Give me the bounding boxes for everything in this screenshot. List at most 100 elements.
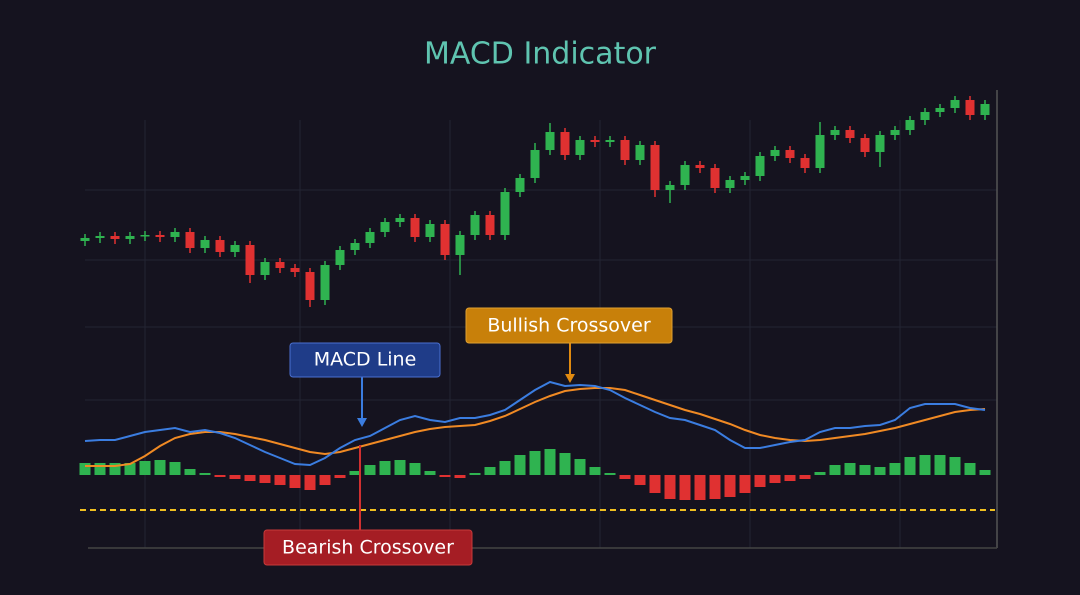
candle-body: [545, 132, 555, 150]
candle-body: [395, 218, 405, 222]
candle-body: [305, 272, 315, 300]
histogram-bar: [799, 475, 811, 479]
histogram-bar: [889, 463, 901, 475]
signal-line: [85, 387, 986, 467]
candle-body: [590, 140, 600, 142]
candle-body: [605, 140, 615, 142]
histogram-bar: [124, 463, 136, 475]
candle-body: [650, 145, 660, 190]
candle-body: [410, 218, 420, 237]
histogram-bar: [364, 465, 376, 475]
histogram-bar: [229, 475, 241, 479]
histogram-bar: [214, 475, 226, 477]
histogram-bar: [844, 463, 856, 475]
histogram-bar: [544, 449, 556, 475]
histogram-bar: [484, 467, 496, 475]
histogram-bar: [94, 463, 106, 475]
histogram-bar: [304, 475, 316, 490]
candle-body: [350, 243, 360, 250]
candle-body: [860, 138, 870, 152]
histogram-bar: [319, 475, 331, 485]
histogram-bar: [439, 475, 451, 477]
annotation: Bearish Crossover: [282, 537, 454, 559]
candle-body: [695, 165, 705, 168]
histogram-bar: [589, 467, 601, 475]
annotation: MACD Line: [314, 349, 417, 371]
candle-body: [755, 156, 765, 176]
candle-body: [665, 185, 675, 190]
histogram-bar: [919, 455, 931, 475]
histogram-bar: [964, 463, 976, 475]
histogram-bar: [379, 461, 391, 475]
candle-body: [455, 235, 465, 255]
histogram-bar: [979, 470, 991, 475]
histogram-bar: [874, 467, 886, 475]
histogram-bar: [829, 465, 841, 475]
histogram-bar: [139, 461, 151, 475]
histogram-bar: [694, 475, 706, 500]
candle-body: [275, 262, 285, 268]
candle-body: [920, 112, 930, 120]
histogram-bar: [184, 469, 196, 475]
histogram-bar: [499, 461, 511, 475]
candle-body: [170, 232, 180, 237]
candle-body: [290, 268, 300, 272]
candle-body: [725, 180, 735, 188]
candle-body: [530, 150, 540, 178]
histogram-bar: [394, 460, 406, 475]
histogram-bar: [79, 463, 91, 475]
candle-body: [950, 100, 960, 108]
annotations: MACD Line Bullish Crossover Bearish Cros…: [263, 307, 673, 566]
histogram-bar: [349, 471, 361, 475]
candle-body: [815, 135, 825, 168]
candle-body: [980, 104, 990, 115]
candle-body: [230, 245, 240, 252]
candle-body: [155, 235, 165, 237]
histogram-bar: [859, 465, 871, 475]
candle-body: [935, 108, 945, 112]
candle-body: [800, 158, 810, 168]
histogram-bar: [199, 473, 211, 475]
histogram-bar: [949, 457, 961, 475]
candle-body: [95, 236, 105, 238]
histogram-bar: [619, 475, 631, 479]
macd-line: [84, 380, 986, 467]
candle-body: [485, 215, 495, 235]
candle-body: [140, 235, 150, 237]
histogram-bar: [769, 475, 781, 483]
histogram-bar: [154, 460, 166, 475]
candle-body: [320, 265, 330, 300]
histogram-bar: [409, 463, 421, 475]
histogram-bar: [274, 475, 286, 485]
candle-body: [500, 192, 510, 235]
candle-body: [845, 130, 855, 138]
candle-body: [560, 132, 570, 155]
histogram-bar: [709, 475, 721, 499]
histogram-bar: [634, 475, 646, 485]
histogram-bar: [454, 475, 466, 478]
histogram-bar: [679, 475, 691, 500]
annotation: Bullish Crossover: [487, 315, 651, 337]
candle-body: [245, 245, 255, 275]
histogram-bar: [244, 475, 256, 481]
histogram-bar: [514, 455, 526, 475]
histogram-bar: [904, 457, 916, 475]
candle-body: [215, 240, 225, 252]
histogram-bar: [784, 475, 796, 481]
candle-body: [905, 120, 915, 130]
candle-body: [710, 168, 720, 188]
candle-body: [890, 130, 900, 135]
candle-body: [635, 145, 645, 160]
candle-body: [260, 262, 270, 275]
candle-body: [830, 130, 840, 135]
histogram-bar: [259, 475, 271, 483]
histogram-bar: [334, 475, 346, 478]
histogram-bar: [109, 463, 121, 475]
candle-body: [515, 178, 525, 192]
candle-body: [620, 140, 630, 160]
candle-body: [335, 250, 345, 265]
histogram-bar: [169, 462, 181, 475]
histogram-bar: [814, 472, 826, 475]
candle-body: [680, 165, 690, 185]
